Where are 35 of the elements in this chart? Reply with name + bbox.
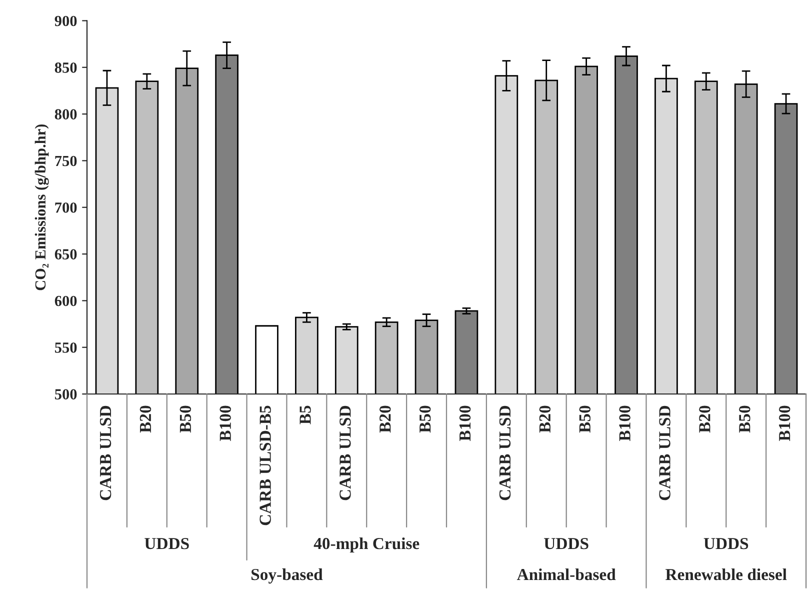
x-tick-label: B100 xyxy=(220,406,231,441)
y-tick-label: 600 xyxy=(54,296,77,306)
text: Soy-based xyxy=(251,568,323,584)
y-tick-label: 550 xyxy=(54,342,77,353)
y-tick-label: 850 xyxy=(54,62,77,73)
x-tick-label: B100 xyxy=(459,406,471,441)
y-tick-label: 750 xyxy=(55,156,77,166)
x-tick-label: CARB ULSD-B5 xyxy=(260,406,271,526)
x-tick-label: CARB ULSD xyxy=(340,406,351,500)
y-tick-label: 700 xyxy=(55,202,77,213)
y-axis-title: CO₂ Emissions (g/bhp.hr) xyxy=(34,124,49,290)
x-tick-label: B50 xyxy=(419,406,431,433)
y-tick-label: 800 xyxy=(54,109,77,120)
y-tick-label: 500 xyxy=(54,389,77,400)
x-tick-label: B50 xyxy=(579,406,590,433)
x-tick-label: B5 xyxy=(300,406,311,424)
text: UDDS xyxy=(144,538,189,550)
x-tick-label: B20 xyxy=(539,406,551,433)
x-tick-label: CARB ULSD xyxy=(100,406,112,500)
x-tick-label: CARB ULSD xyxy=(659,406,670,500)
x-tick-label: B50 xyxy=(180,406,192,433)
y-tick-label: 650 xyxy=(54,249,77,260)
x-tick-label: B20 xyxy=(380,406,391,433)
text: Renewable diesel xyxy=(666,568,787,580)
text: 40-mph Cruise xyxy=(314,537,420,553)
x-tick-label: B50 xyxy=(739,406,750,433)
x-tick-label: B100 xyxy=(619,406,630,441)
x-tick-label: B100 xyxy=(778,406,790,441)
x-tick-label: B20 xyxy=(140,406,152,433)
text: UDDS xyxy=(544,538,588,550)
x-tick-label: B20 xyxy=(699,406,710,433)
y-tick-label: 900 xyxy=(54,16,77,26)
text: UDDS xyxy=(704,538,748,550)
text: Animal-based xyxy=(516,568,616,580)
x-tick-label: CARB ULSD xyxy=(499,406,511,500)
